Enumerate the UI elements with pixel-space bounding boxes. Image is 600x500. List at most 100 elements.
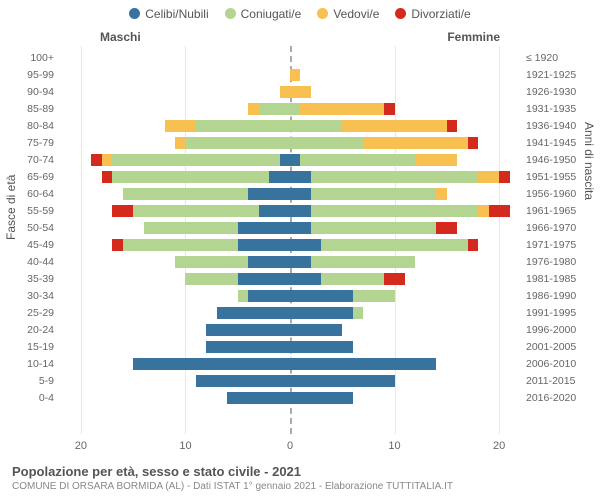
age-label: 35-39	[12, 271, 54, 287]
age-row: 20-241996-2000	[60, 322, 520, 339]
bar-segment-female	[290, 290, 353, 302]
population-pyramid-chart: Celibi/NubiliConiugati/eVedovi/eDivorzia…	[0, 0, 600, 500]
age-label: 20-24	[12, 322, 54, 338]
bar-segment-male	[269, 171, 290, 183]
bar-segment-male	[206, 341, 290, 353]
birth-year-label: 1936-1940	[526, 118, 588, 134]
bar-segment-female	[384, 103, 394, 115]
bar-segment-female	[290, 205, 311, 217]
bar-segment-female	[290, 188, 311, 200]
bar-segment-female	[311, 205, 478, 217]
age-label: 60-64	[12, 186, 54, 202]
bar-segment-female	[415, 154, 457, 166]
bar-segment-male	[238, 239, 290, 251]
legend-swatch	[317, 8, 328, 19]
birth-year-label: 1981-1985	[526, 271, 588, 287]
bar-segment-male	[248, 188, 290, 200]
bar-segment-male	[123, 188, 248, 200]
birth-year-label: 1951-1955	[526, 169, 588, 185]
bar-segment-female	[290, 69, 300, 81]
bar-segment-female	[436, 188, 446, 200]
age-label: 100+	[12, 50, 54, 66]
bar-segment-female	[353, 290, 395, 302]
legend-item: Celibi/Nubili	[129, 6, 208, 21]
bar-segment-male	[112, 154, 279, 166]
bar-segment-male	[102, 171, 112, 183]
age-row: 10-142006-2010	[60, 356, 520, 373]
age-row: 70-741946-1950	[60, 152, 520, 169]
bar-segment-female	[311, 171, 478, 183]
legend-swatch	[395, 8, 406, 19]
age-label: 15-19	[12, 339, 54, 355]
bar-segment-female	[290, 154, 300, 166]
bar-segment-female	[290, 171, 311, 183]
birth-year-label: 2001-2005	[526, 339, 588, 355]
age-row: 45-491971-1975	[60, 237, 520, 254]
bar-segment-female	[290, 120, 342, 132]
bar-segment-male	[248, 290, 290, 302]
bar-segment-male	[217, 307, 290, 319]
bar-segment-male	[238, 222, 290, 234]
bar-segment-male	[206, 324, 290, 336]
legend-item: Coniugati/e	[225, 6, 302, 21]
age-label: 25-29	[12, 305, 54, 321]
birth-year-label: ≤ 1920	[526, 50, 588, 66]
chart-title: Popolazione per età, sesso e stato civil…	[12, 464, 453, 479]
bar-segment-male	[259, 103, 290, 115]
bar-segment-female	[499, 171, 509, 183]
birth-year-label: 1966-1970	[526, 220, 588, 236]
bar-segment-female	[290, 273, 321, 285]
birth-year-label: 1961-1965	[526, 203, 588, 219]
bar-segment-female	[311, 222, 436, 234]
age-row: 85-891931-1935	[60, 101, 520, 118]
bar-segment-male	[144, 222, 238, 234]
bar-segment-female	[342, 120, 447, 132]
birth-year-label: 1926-1930	[526, 84, 588, 100]
bar-segment-male	[133, 205, 258, 217]
bar-segment-male	[248, 256, 290, 268]
x-tick-label: 20	[75, 440, 87, 452]
legend-item: Divorziati/e	[395, 6, 470, 21]
age-label: 65-69	[12, 169, 54, 185]
bar-segment-female	[300, 103, 384, 115]
bar-segment-female	[436, 222, 457, 234]
x-tick-label: 20	[493, 440, 505, 452]
bar-segment-female	[468, 137, 478, 149]
birth-year-label: 1971-1975	[526, 237, 588, 253]
age-row: 100+≤ 1920	[60, 50, 520, 67]
bar-segment-male	[280, 154, 290, 166]
bar-segment-female	[290, 307, 353, 319]
birth-year-label: 1996-2000	[526, 322, 588, 338]
birth-year-label: 1921-1925	[526, 67, 588, 83]
bar-segment-female	[478, 205, 488, 217]
bar-segment-male	[123, 239, 238, 251]
bar-segment-male	[196, 120, 290, 132]
age-label: 5-9	[12, 373, 54, 389]
bar-segment-male	[133, 358, 290, 370]
bar-segment-male	[102, 154, 112, 166]
age-label: 30-34	[12, 288, 54, 304]
age-row: 40-441976-1980	[60, 254, 520, 271]
age-label: 40-44	[12, 254, 54, 270]
bar-segment-female	[363, 137, 468, 149]
age-label: 50-54	[12, 220, 54, 236]
bar-segment-male	[175, 137, 185, 149]
age-label: 0-4	[12, 390, 54, 406]
bar-segment-male	[185, 137, 290, 149]
bar-segment-male	[196, 375, 290, 387]
bar-segment-female	[300, 154, 415, 166]
bar-segment-male	[227, 392, 290, 404]
birth-year-label: 1946-1950	[526, 152, 588, 168]
age-row: 95-991921-1925	[60, 67, 520, 84]
bar-segment-female	[290, 239, 321, 251]
age-row: 15-192001-2005	[60, 339, 520, 356]
bar-segment-female	[321, 273, 384, 285]
bar-segment-male	[112, 171, 269, 183]
legend-swatch	[129, 8, 140, 19]
age-row: 90-941926-1930	[60, 84, 520, 101]
age-row: 75-791941-1945	[60, 135, 520, 152]
chart-footer: Popolazione per età, sesso e stato civil…	[12, 464, 453, 492]
birth-year-label: 1991-1995	[526, 305, 588, 321]
bar-segment-male	[112, 239, 122, 251]
legend-label: Coniugati/e	[241, 7, 302, 21]
